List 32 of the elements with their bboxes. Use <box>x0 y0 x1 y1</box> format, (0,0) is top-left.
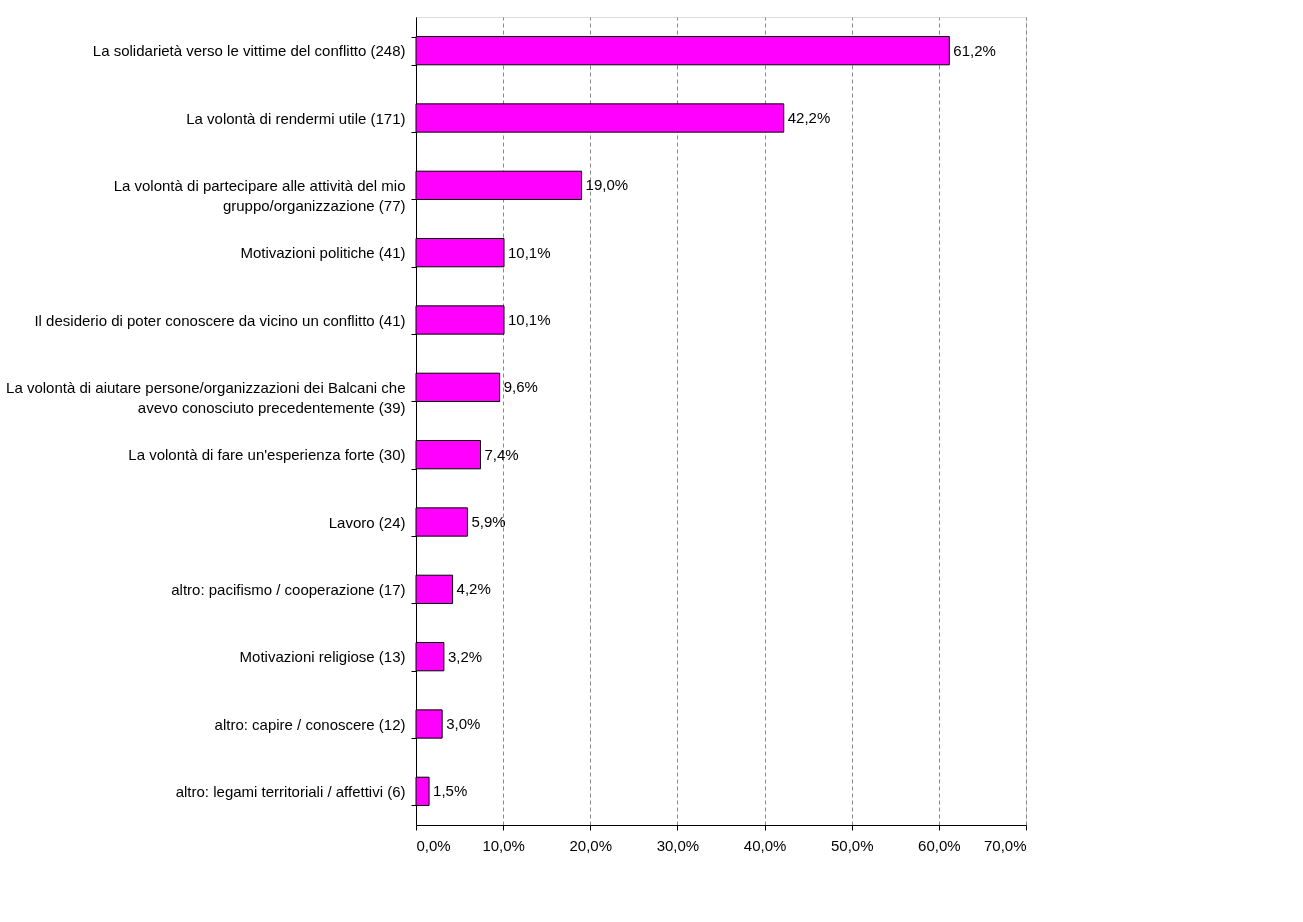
data-label: 61,2% <box>953 41 996 59</box>
y-tick-label: altro: legami territoriali / affettivi (6) <box>175 782 406 800</box>
y-tick-label: altro: capire / conoscere (12) <box>214 715 406 733</box>
x-tick-label: 60,0% <box>918 836 961 854</box>
data-label: 9,6% <box>503 378 538 396</box>
data-label: 4,2% <box>456 580 491 598</box>
x-tick-label: 10,0% <box>482 836 525 854</box>
data-label: 7,4% <box>484 445 519 463</box>
x-tick-label: 0,0% <box>416 836 451 854</box>
x-tick-label: 20,0% <box>569 836 613 854</box>
x-tick-label: 30,0% <box>656 836 700 854</box>
y-tick-label: La solidarietà verso le vittime del conflitto (248) <box>92 42 406 60</box>
y-tick-label: Motivazioni politiche (41) <box>240 244 406 262</box>
data-label: 19,0% <box>585 176 629 194</box>
data-label: 10,1% <box>508 311 551 328</box>
data-label: 10,1% <box>508 243 551 261</box>
data-label: 3,2% <box>447 647 483 665</box>
y-tick-label: Il desiderio di poter conoscere da vicino un conflitto (41) <box>34 311 406 329</box>
data-label: 42,2% <box>787 109 831 126</box>
y-tick-label: La volontà di aiutare persone/organizzazioni dei Balcani che avevo conosciuto precedentemente (39) <box>6 378 406 416</box>
x-tick-label: 50,0% <box>830 836 874 854</box>
y-tick-label: La volontà di fare un'esperienza forte (30) <box>128 446 406 464</box>
y-tick-label: Lavoro (24) <box>328 513 406 531</box>
y-tick-label: altro: pacifismo / cooperazione (17) <box>171 580 406 598</box>
x-tick-label: 70,0% <box>983 836 1027 854</box>
y-tick-label: Motivazioni religiose (13) <box>239 648 406 666</box>
y-tick-label: La volontà di partecipare alle attività del mio gruppo/organizzazione (77) <box>113 176 406 214</box>
data-label: 5,9% <box>471 513 506 530</box>
x-tick-label: 40,0% <box>743 836 787 854</box>
y-tick-label: La volontà di rendermi utile (171) <box>186 109 406 127</box>
data-label: 3,0% <box>446 715 481 732</box>
data-label: 1,5% <box>433 782 468 800</box>
